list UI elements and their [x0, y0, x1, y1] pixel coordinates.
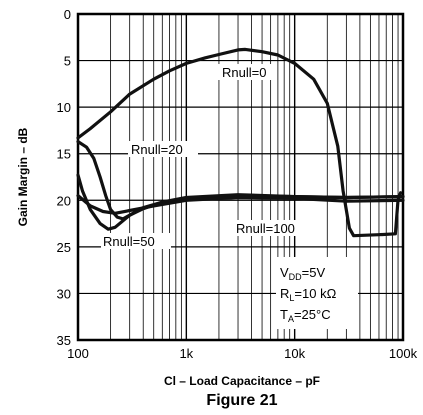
label-rnull0: Rnull=0: [222, 65, 266, 80]
label-bg-rnull50: [101, 233, 171, 249]
conditions-box: VDD=5V RL=10 kΩ TA=25°C: [276, 257, 358, 329]
x-tick-label: 100: [67, 346, 89, 361]
x-tick-labels: 100 1k 10k 100k: [67, 346, 417, 361]
y-tick-label: 30: [57, 286, 71, 301]
y-tick-label: 15: [57, 147, 71, 162]
figure-caption: Figure 21: [206, 392, 277, 409]
y-tick-labels: 0 5 10 15 20 25 30 35: [57, 7, 71, 348]
label-bg-rnull20: [128, 141, 198, 157]
y-tick-label: 5: [64, 54, 71, 69]
y-tick-label: 0: [64, 7, 71, 22]
condition-ta: TA=25°C: [280, 307, 331, 324]
label-bg-rnull0: [218, 64, 276, 80]
x-tick-label: 100k: [389, 346, 418, 361]
x-axis-title: Cl – Load Capacitance – pF: [164, 374, 320, 388]
label-bg-rnull100: [233, 220, 309, 236]
condition-vdd: VDD=5V: [280, 265, 325, 282]
series-line-rnull-100: [76, 194, 405, 215]
condition-rl: RL=10 kΩ: [280, 286, 337, 303]
series-line-rnull-0: [76, 47, 403, 238]
y-axis-title: Gain Margin – dB: [16, 127, 30, 226]
y-tick-label: 10: [57, 100, 71, 115]
y-tick-label: 25: [57, 240, 71, 255]
label-rnull20: Rnull=20: [131, 142, 183, 157]
series-labels: Rnull=0 Rnull=20 Rnull=50 Rnull=100: [101, 64, 309, 249]
y-tick-label: 35: [57, 333, 71, 348]
x-tick-label: 1k: [179, 346, 193, 361]
conditions-bg: [276, 257, 358, 329]
label-rnull100: Rnull=100: [236, 221, 295, 236]
x-tick-label: 10k: [284, 346, 305, 361]
y-tick-label: 20: [57, 193, 71, 208]
series-layer: [76, 47, 405, 238]
label-rnull50: Rnull=50: [103, 234, 155, 249]
series-line-rnull-50: [76, 173, 405, 231]
